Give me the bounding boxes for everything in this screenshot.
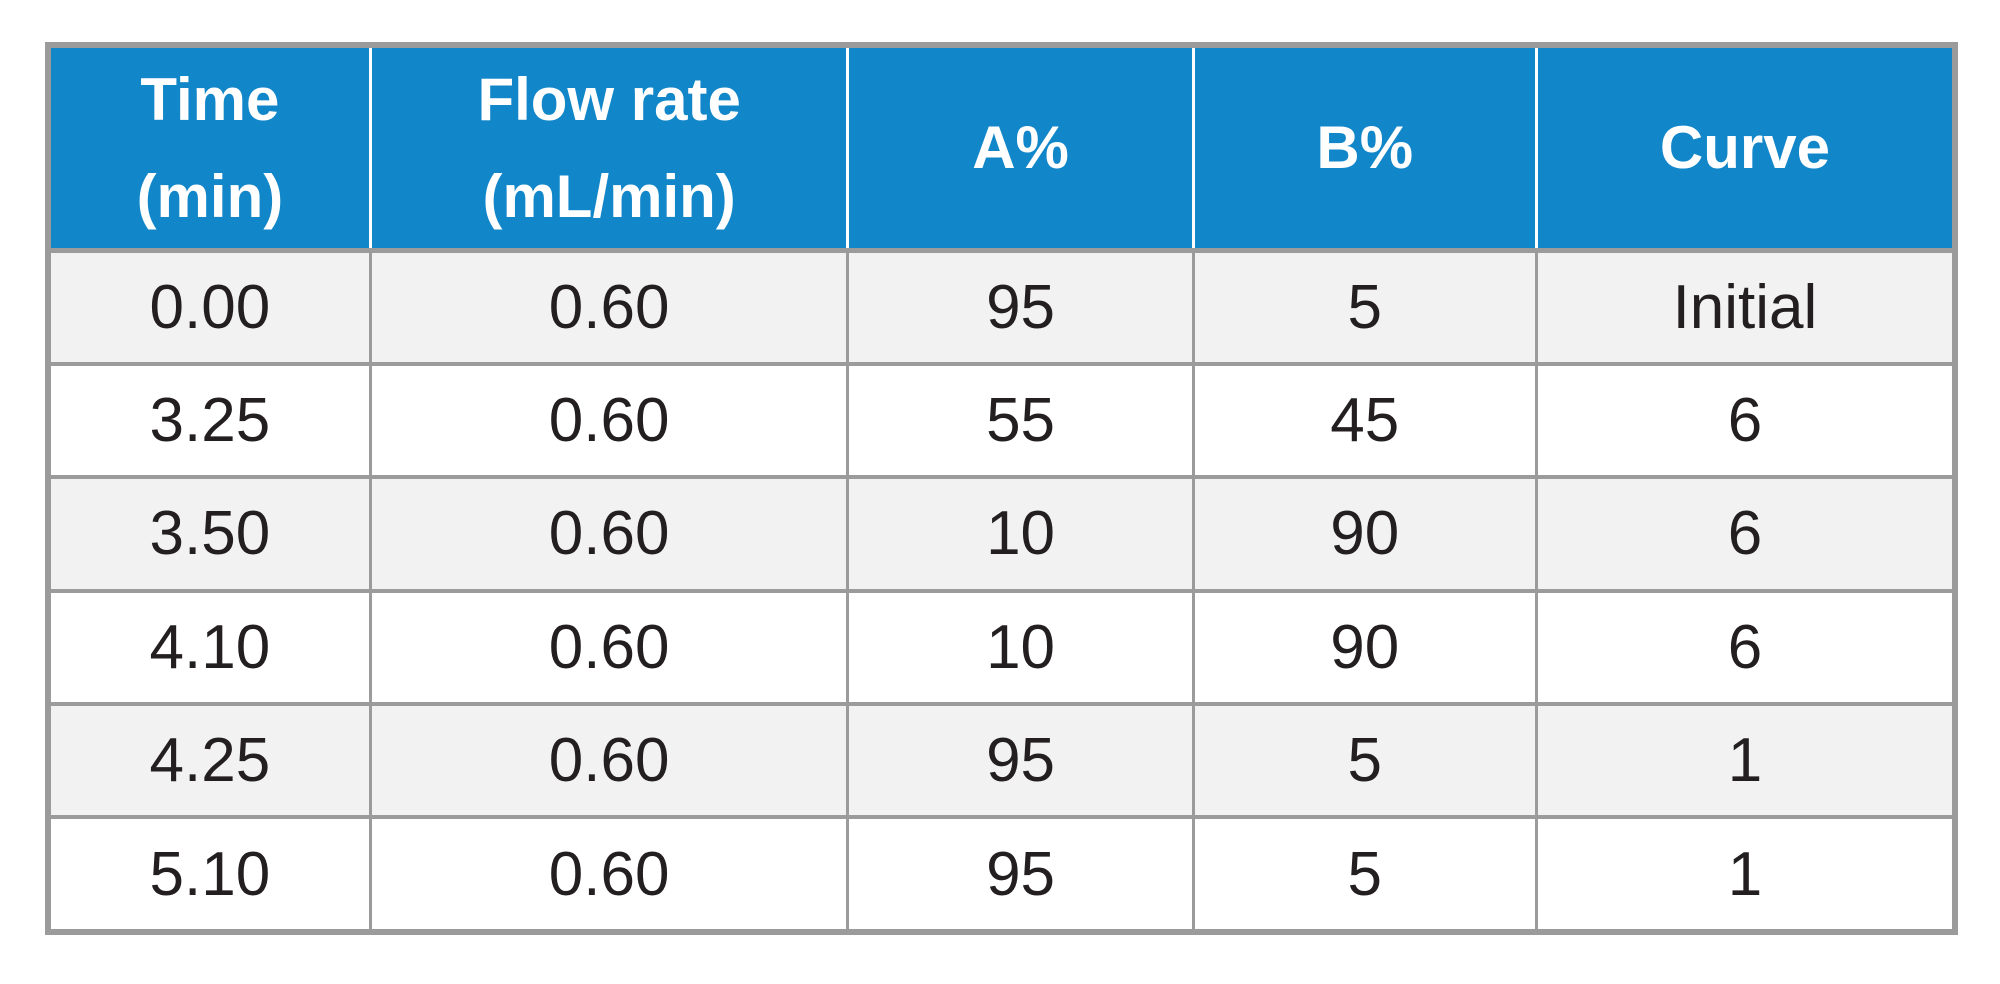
table-row: 4.25 0.60 95 5 1 [48, 703, 1955, 818]
table-cell-a-percent: 55 [846, 364, 1194, 478]
table-row: 3.50 0.60 10 90 6 [48, 477, 1955, 591]
table-cell-curve: Initial [1534, 250, 1955, 365]
table-cell-b-percent: 5 [1191, 250, 1537, 365]
table-row: 4.10 0.60 10 90 6 [48, 590, 1955, 704]
table-row: 0.00 0.60 95 5 Initial [48, 250, 1955, 365]
table-cell-curve: 1 [1534, 817, 1955, 932]
table-cell-time: 4.10 [48, 590, 371, 704]
table-cell-time: 3.25 [48, 364, 371, 478]
table-cell-time: 5.10 [48, 817, 371, 932]
table-cell-curve: 1 [1534, 703, 1955, 818]
table-cell-time: 4.25 [48, 703, 371, 818]
table-cell-flow-rate: 0.60 [368, 817, 848, 932]
table-cell-a-percent: 95 [846, 703, 1194, 818]
column-header-time: Time (min) [48, 45, 371, 253]
table-cell-flow-rate: 0.60 [368, 703, 848, 818]
table-cell-a-percent: 10 [846, 477, 1194, 591]
table-cell-time: 0.00 [48, 250, 371, 365]
header-row: Time (min) Flow rate (mL/min) A% B% Curv… [48, 45, 1955, 253]
table-cell-time: 3.50 [48, 477, 371, 591]
table-row: 5.10 0.60 95 5 1 [48, 817, 1955, 932]
gradient-table-grid: Time (min) Flow rate (mL/min) A% B% Curv… [45, 42, 1958, 935]
table-cell-curve: 6 [1534, 590, 1955, 704]
table-cell-b-percent: 5 [1191, 703, 1537, 818]
table-cell-flow-rate: 0.60 [368, 250, 848, 365]
column-header-curve: Curve [1534, 45, 1955, 253]
table-cell-curve: 6 [1534, 364, 1955, 478]
table-cell-b-percent: 45 [1191, 364, 1537, 478]
table-cell-b-percent: 90 [1191, 590, 1537, 704]
table-cell-a-percent: 95 [846, 250, 1194, 365]
table-cell-flow-rate: 0.60 [368, 590, 848, 704]
table-cell-flow-rate: 0.60 [368, 477, 848, 591]
column-header-a-percent: A% [846, 45, 1194, 253]
table-cell-a-percent: 95 [846, 817, 1194, 932]
table-cell-flow-rate: 0.60 [368, 364, 848, 478]
table-row: 3.25 0.60 55 45 6 [48, 364, 1955, 478]
gradient-table: Time (min) Flow rate (mL/min) A% B% Curv… [45, 42, 1958, 935]
table-cell-curve: 6 [1534, 477, 1955, 591]
table-cell-b-percent: 90 [1191, 477, 1537, 591]
table-cell-a-percent: 10 [846, 590, 1194, 704]
column-header-b-percent: B% [1191, 45, 1537, 253]
column-header-flow-rate: Flow rate (mL/min) [368, 45, 848, 253]
table-cell-b-percent: 5 [1191, 817, 1537, 932]
